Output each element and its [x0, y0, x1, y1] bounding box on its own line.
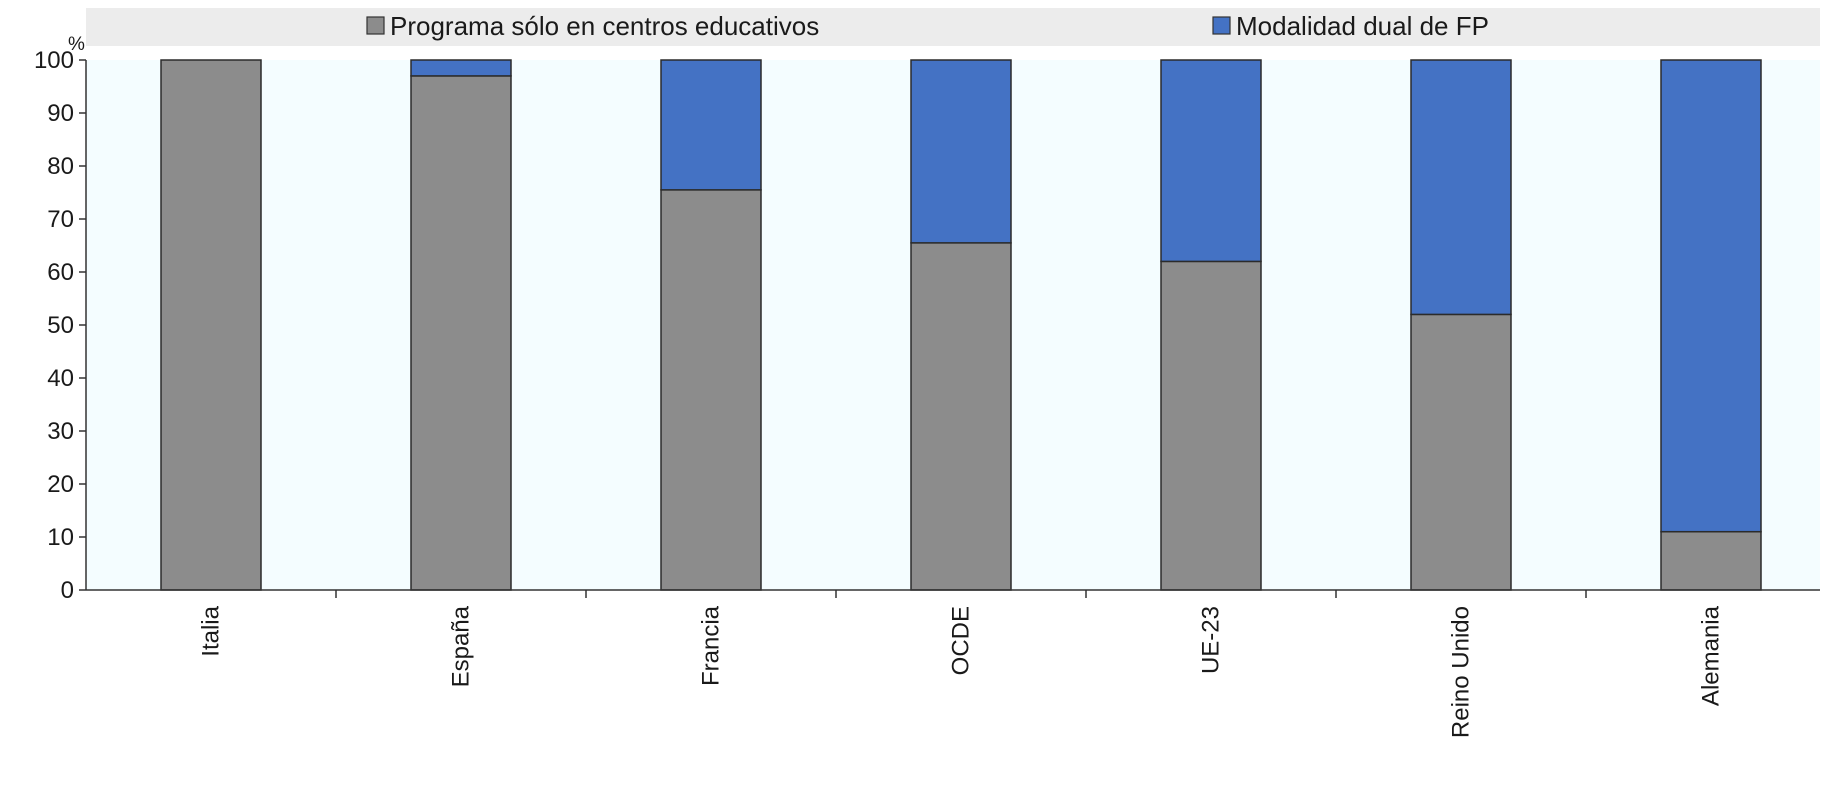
bar-reino-unido-series-1	[1410, 59, 1512, 316]
bar-italia-series-0	[160, 59, 262, 591]
x-tick-label-ue-23: UE-23	[1198, 606, 1225, 674]
bar-reino-unido-series-0	[1410, 313, 1512, 591]
y-tick-label: 60	[47, 259, 74, 286]
legend-label-series-1: Modalidad dual de FP	[1236, 11, 1489, 41]
legend-swatch-series-0	[366, 16, 385, 35]
bar-francia-series-1	[660, 59, 762, 191]
legend-background	[86, 8, 1820, 46]
y-tick-label: 40	[47, 365, 74, 392]
legend-label-series-0: Programa sólo en centros educativos	[390, 11, 819, 41]
y-tick-label: 10	[47, 524, 74, 551]
x-axis-labels: Italia España Francia OCDE UE-23 Reino Unido A…	[198, 605, 1725, 738]
bar-españa-series-0	[410, 75, 512, 591]
bar-alemania-series-0	[1660, 530, 1762, 591]
bar-ue-23-series-0	[1160, 260, 1262, 591]
bar-ocde-series-0	[910, 242, 1012, 591]
y-tick-label: 50	[47, 312, 74, 339]
x-tick-label-italia: Italia	[198, 605, 225, 656]
y-tick-label: 20	[47, 471, 74, 498]
y-axis-ticks: 0 10 20 30 40 50 60 70 80 90 100	[34, 47, 86, 604]
y-tick-label: 30	[47, 418, 74, 445]
y-tick-label: 100	[34, 47, 74, 74]
legend-swatch-series-1	[1212, 16, 1231, 35]
y-tick-label: 80	[47, 153, 74, 180]
x-tick-label-españa: España	[448, 605, 475, 687]
bar-ocde-series-1	[910, 59, 1012, 244]
y-tick-label: 70	[47, 206, 74, 233]
x-tick-label-ocde: OCDE	[948, 606, 975, 675]
y-tick-label: 90	[47, 100, 74, 127]
bar-españa-series-1	[410, 59, 512, 77]
legend-item-series-1: Modalidad dual de FP	[1212, 11, 1489, 41]
y-axis-unit: %	[68, 34, 85, 55]
x-tick-label-reino-unido: Reino Unido	[1448, 606, 1475, 738]
bar-ue-23-series-1	[1160, 59, 1262, 263]
bar-alemania-series-1	[1660, 59, 1762, 533]
y-tick-label: 0	[61, 577, 74, 604]
bars	[160, 59, 1762, 591]
legend: Programa sólo en centros educativos Moda…	[366, 11, 1489, 41]
x-tick-label-francia: Francia	[698, 605, 725, 686]
legend-item-series-0: Programa sólo en centros educativos	[366, 11, 819, 41]
bar-francia-series-0	[660, 189, 762, 591]
x-tick-label-alemania: Alemania	[1698, 605, 1725, 706]
